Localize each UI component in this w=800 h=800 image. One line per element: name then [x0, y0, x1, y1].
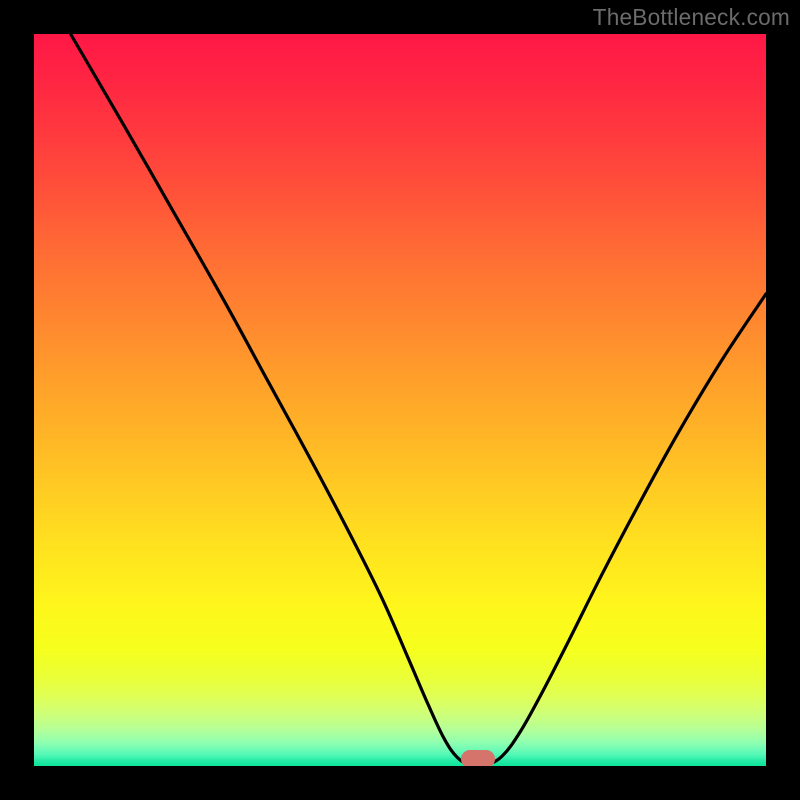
watermark-text: TheBottleneck.com	[593, 4, 790, 31]
bottleneck-curve	[34, 34, 766, 766]
optimal-point-marker	[461, 750, 495, 766]
chart-frame: TheBottleneck.com	[0, 0, 800, 800]
bottleneck-plot	[34, 34, 766, 766]
